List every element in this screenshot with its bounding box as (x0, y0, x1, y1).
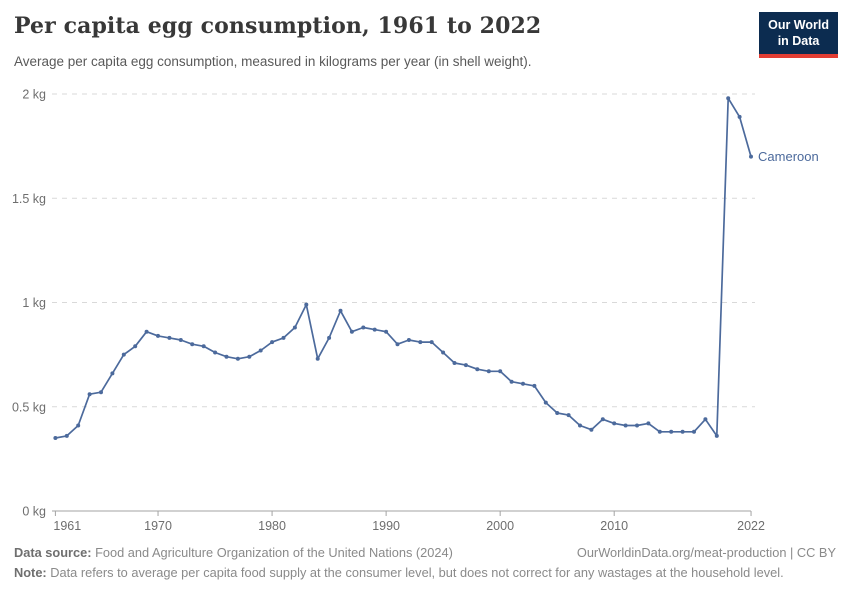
owid-logo[interactable]: Our World in Data (759, 12, 838, 58)
data-point[interactable] (737, 114, 742, 119)
data-point[interactable] (429, 340, 434, 345)
y-tick-label: 0 kg (22, 505, 46, 519)
data-point[interactable] (749, 154, 753, 159)
data-point[interactable] (612, 421, 617, 426)
data-point[interactable] (349, 329, 354, 334)
data-point[interactable] (235, 356, 240, 361)
data-point[interactable] (703, 417, 708, 422)
data-point[interactable] (555, 411, 560, 415)
y-tick-label: 2 kg (22, 88, 46, 102)
data-point[interactable] (578, 423, 582, 428)
data-point[interactable] (635, 423, 639, 428)
y-tick-label: 1 kg (22, 296, 46, 310)
y-tick-label: 1.5 kg (12, 192, 46, 206)
data-point[interactable] (521, 381, 525, 386)
data-point[interactable] (600, 417, 605, 422)
data-point[interactable] (406, 338, 411, 342)
x-tick-label: 1970 (144, 519, 172, 533)
data-point[interactable] (692, 429, 696, 434)
data-point[interactable] (76, 423, 81, 428)
data-point[interactable] (64, 433, 69, 438)
data-point[interactable] (110, 371, 115, 376)
data-point[interactable] (498, 369, 503, 374)
data-point[interactable] (566, 413, 571, 418)
data-point[interactable] (144, 329, 149, 334)
data-point[interactable] (258, 348, 263, 353)
note-label: Note: (14, 565, 47, 580)
data-point[interactable] (395, 342, 400, 347)
owid-logo-line2: in Data (777, 34, 820, 49)
data-point[interactable] (486, 369, 491, 374)
data-point[interactable] (315, 356, 320, 361)
data-point[interactable] (543, 400, 548, 405)
data-point[interactable] (646, 421, 651, 426)
data-source-line: Data source: Food and Agriculture Organi… (14, 545, 453, 560)
data-point[interactable] (475, 367, 480, 372)
chart-title: Per capita egg consumption, 1961 to 2022 (14, 13, 542, 39)
data-point[interactable] (361, 325, 366, 330)
y-tick-label: 0.5 kg (12, 400, 46, 414)
data-point[interactable] (463, 363, 468, 368)
data-point[interactable] (156, 333, 160, 338)
data-point[interactable] (167, 335, 172, 340)
data-point[interactable] (99, 390, 103, 395)
note-line: Note: Data refers to average per capita … (14, 565, 836, 580)
data-point[interactable] (201, 344, 206, 349)
owid-link[interactable]: OurWorldinData.org/meat-production | CC … (576, 545, 836, 560)
data-point[interactable] (178, 338, 183, 342)
data-point[interactable] (190, 342, 195, 347)
data-point[interactable] (452, 361, 457, 365)
chart-subtitle: Average per capita egg consumption, meas… (14, 54, 532, 69)
x-tick-label: 1961 (53, 519, 81, 533)
x-tick-label: 1980 (258, 519, 286, 533)
data-point[interactable] (53, 436, 58, 440)
data-point[interactable] (714, 433, 719, 438)
data-point[interactable] (327, 335, 332, 340)
note-text: Data refers to average per capita food s… (46, 565, 784, 580)
data-point[interactable] (304, 302, 309, 307)
data-point[interactable] (384, 329, 389, 334)
data-point[interactable] (87, 392, 92, 397)
line-chart-canvas[interactable]: 0 kg 0.5 kg 1 kg 1.5 kg 2 kg 1961 1970 1980 1990… (0, 0, 850, 540)
data-point[interactable] (338, 308, 343, 313)
data-point[interactable] (418, 340, 423, 345)
data-point[interactable] (669, 429, 674, 434)
x-tick-label: 2022 (737, 519, 765, 533)
data-point[interactable] (133, 344, 138, 349)
data-point[interactable] (680, 429, 685, 434)
chart-footer: Data source: Food and Agriculture Organi… (14, 545, 836, 580)
data-point[interactable] (509, 379, 514, 384)
data-point[interactable] (657, 429, 662, 434)
data-point[interactable] (726, 96, 731, 101)
x-tick-label: 2010 (600, 519, 628, 533)
series-end-label[interactable]: Cameroon (758, 149, 819, 164)
data-point[interactable] (121, 352, 126, 357)
x-tick-label: 2000 (486, 519, 514, 533)
data-source-text: Food and Agriculture Organization of the… (91, 545, 453, 560)
data-source-label: Data source: (14, 545, 92, 560)
data-point[interactable] (372, 327, 377, 332)
data-point[interactable] (623, 423, 628, 428)
data-point[interactable] (292, 325, 297, 330)
data-point[interactable] (213, 350, 218, 355)
owid-logo-line1: Our World (768, 18, 829, 32)
data-point[interactable] (281, 335, 286, 340)
data-point[interactable] (589, 427, 594, 432)
data-point[interactable] (224, 354, 229, 359)
data-point[interactable] (270, 340, 275, 345)
data-line[interactable] (54, 97, 752, 439)
data-point[interactable] (532, 383, 537, 388)
data-point[interactable] (441, 350, 446, 355)
x-tick-label: 1990 (372, 519, 400, 533)
data-point[interactable] (247, 354, 252, 359)
